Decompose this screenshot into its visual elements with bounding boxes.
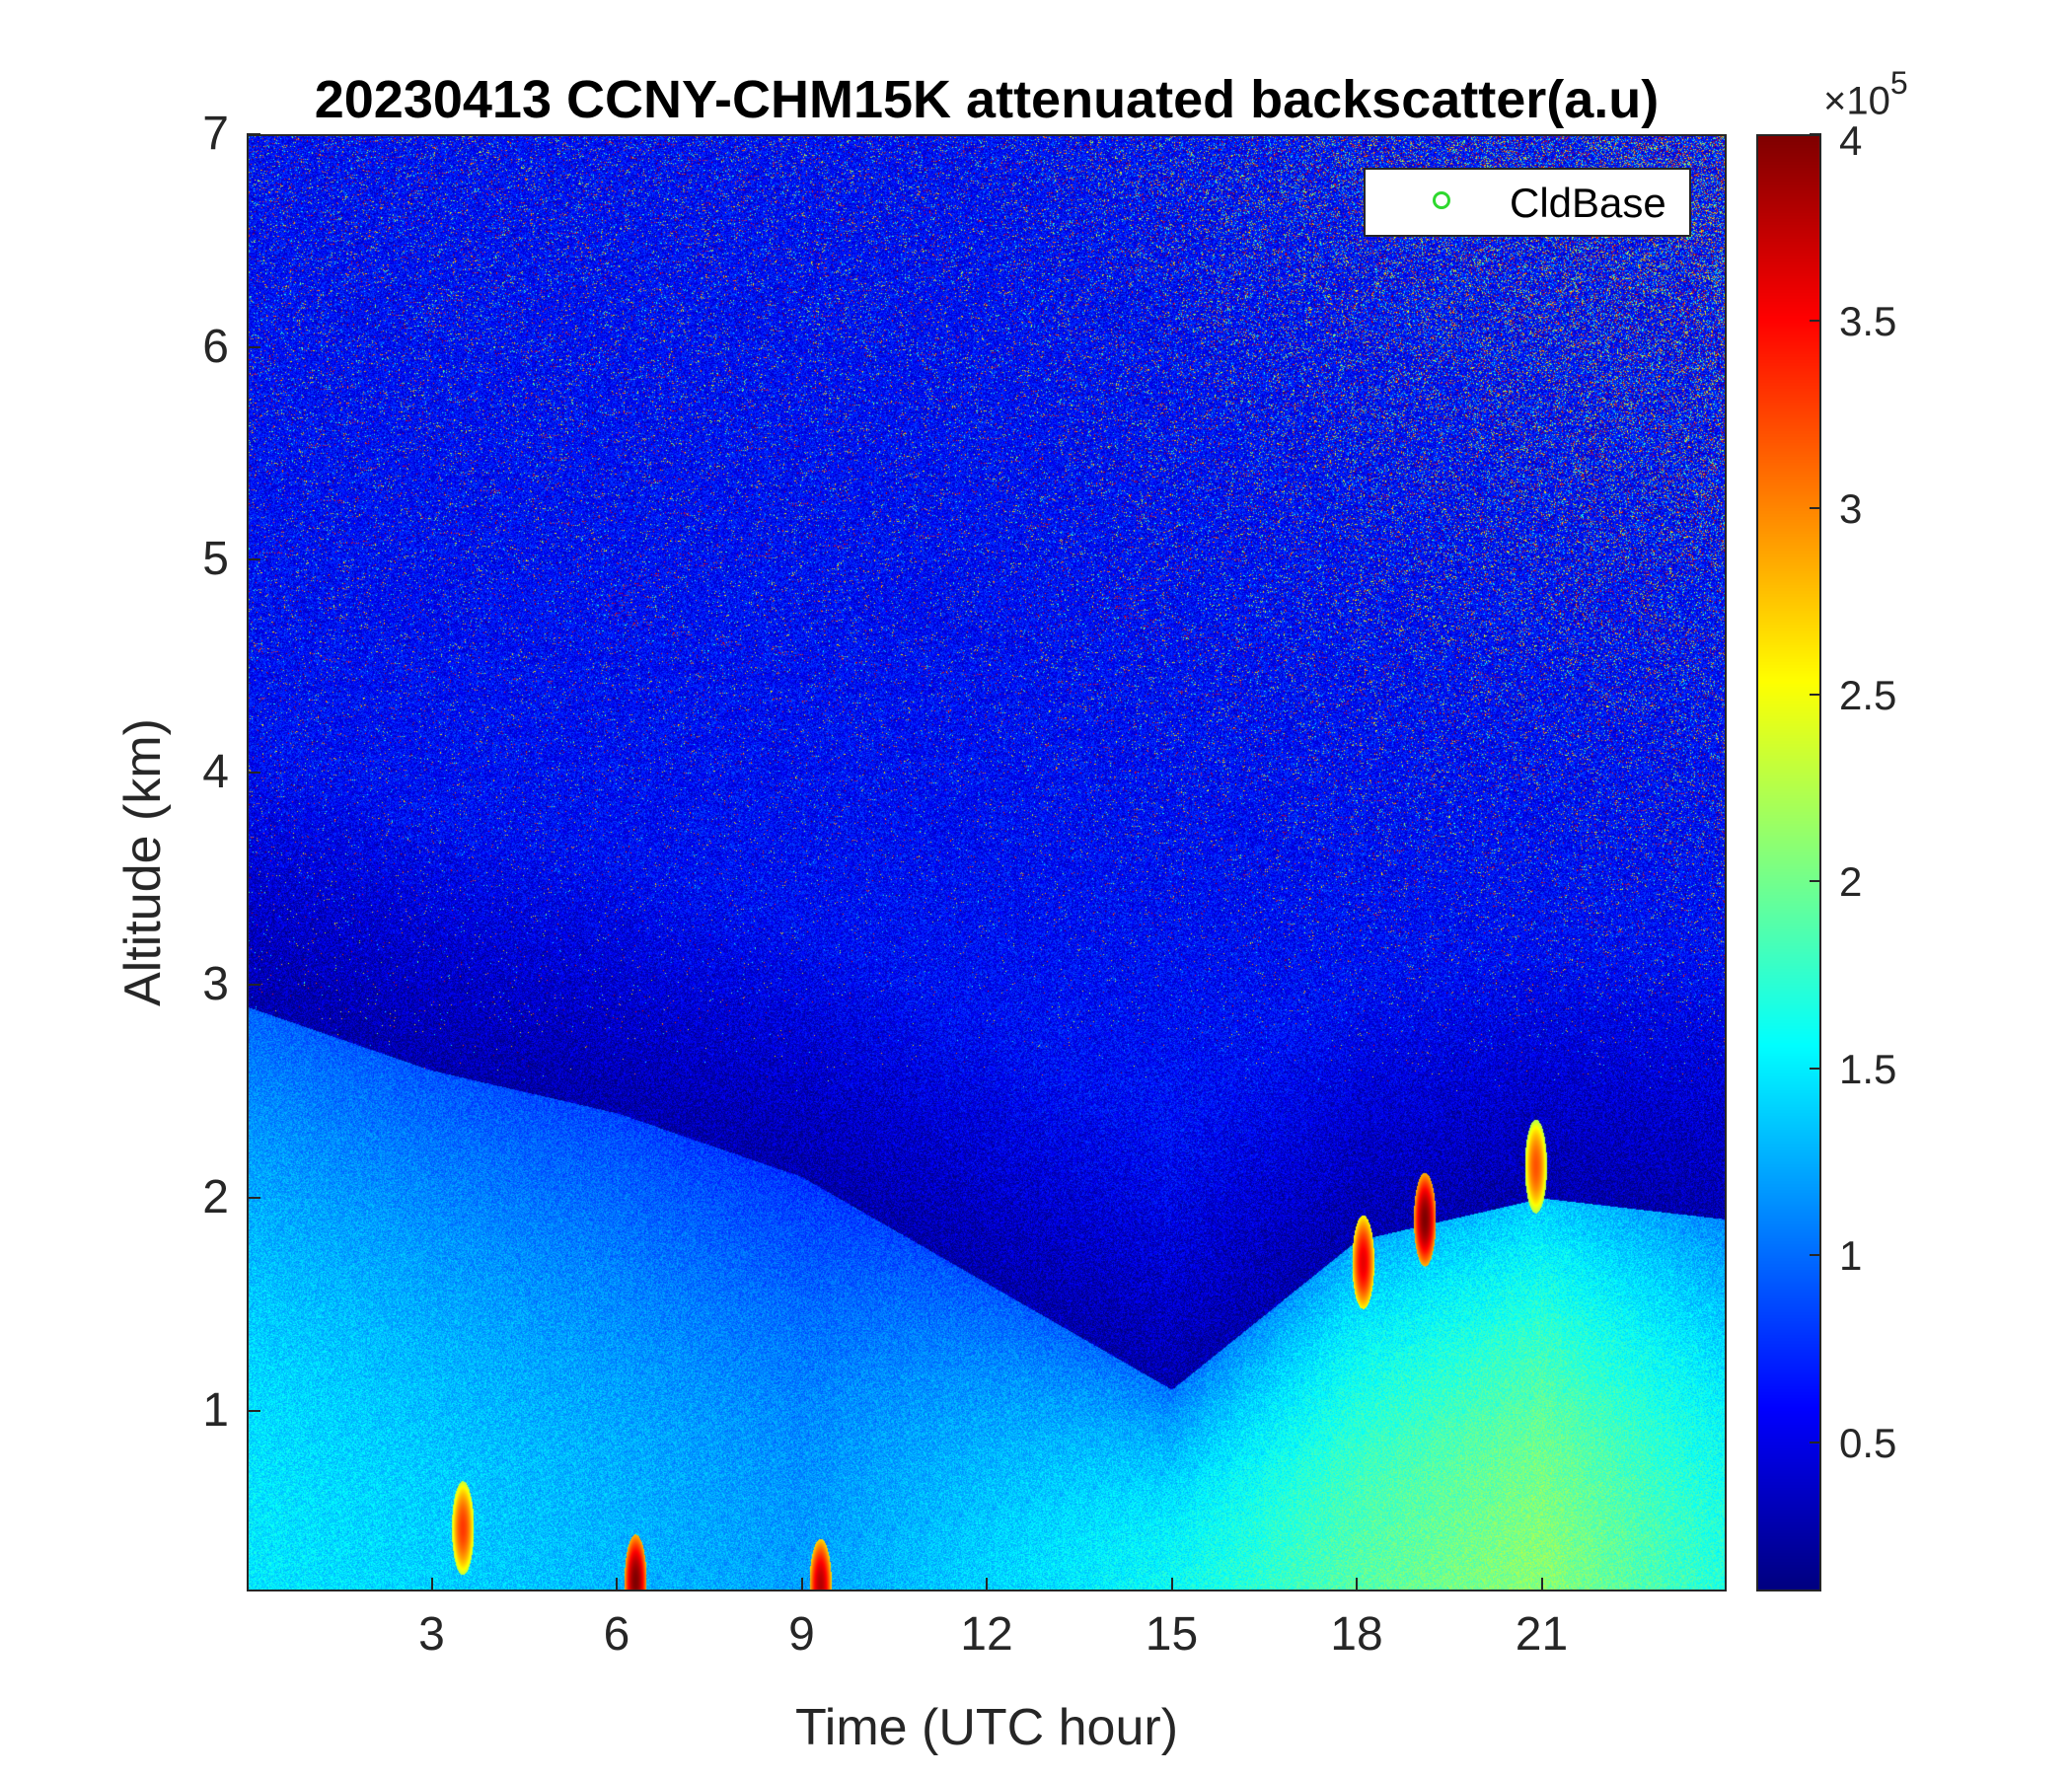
colorbar-tick-mark	[1810, 133, 1821, 135]
x-tick-mark	[430, 1578, 433, 1591]
y-tick-label: 1	[202, 1383, 229, 1437]
chart-title: 20230413 CCNY-CHM15K attenuated backscat…	[314, 70, 1660, 129]
x-tick-label: 9	[788, 1608, 815, 1661]
x-tick-label: 18	[1330, 1608, 1383, 1661]
colorbar-tick-mark	[1810, 506, 1821, 509]
x-tick-mark	[1170, 1578, 1173, 1591]
y-axis-label: Altitude (km)	[114, 718, 172, 1006]
colorbar-tick-mark	[1810, 1441, 1821, 1443]
colorbar-tick-label: 4	[1839, 117, 1863, 164]
colorbar-tick-label: 1.5	[1839, 1045, 1897, 1092]
y-tick-label: 4	[202, 745, 229, 798]
colorbar-tick-label: 3	[1839, 484, 1863, 532]
x-tick-label: 12	[960, 1608, 1013, 1661]
y-tick-mark	[247, 133, 260, 135]
x-tick-label: 6	[603, 1608, 630, 1661]
x-tick-mark	[1356, 1578, 1358, 1591]
colorbar-tick-mark	[1810, 1254, 1821, 1257]
legend-marker-cldbase	[1433, 191, 1450, 209]
x-tick-label: 3	[418, 1608, 445, 1661]
colorbar-multiplier: ×105	[1823, 67, 1908, 123]
y-tick-label: 2	[202, 1171, 229, 1224]
colorbar-multiplier-prefix: ×10	[1823, 79, 1890, 123]
colorbar-tick-mark	[1810, 694, 1821, 697]
colorbar-tick-label: 0.5	[1839, 1419, 1897, 1466]
legend-label-cldbase: CldBase	[1510, 180, 1666, 226]
y-tick-mark	[247, 345, 260, 348]
y-tick-label: 3	[202, 958, 229, 1011]
y-tick-label: 7	[202, 108, 229, 160]
y-tick-label: 6	[202, 320, 229, 373]
x-tick-mark	[1540, 1578, 1543, 1591]
colorbar-multiplier-exponent: 5	[1889, 65, 1908, 101]
y-tick-mark	[247, 1197, 260, 1200]
x-tick-mark	[986, 1578, 988, 1591]
plot-area	[247, 134, 1727, 1591]
x-tick-mark	[800, 1578, 803, 1591]
y-tick-label: 5	[202, 533, 229, 586]
legend: CldBase	[1364, 168, 1691, 237]
colorbar-tick-mark	[1810, 320, 1821, 323]
y-tick-mark	[247, 558, 260, 561]
x-tick-label: 21	[1515, 1608, 1569, 1661]
colorbar-tick-label: 2	[1839, 858, 1863, 906]
y-tick-mark	[247, 1409, 260, 1412]
colorbar-tick-mark	[1810, 880, 1821, 883]
y-tick-mark	[247, 771, 260, 774]
colorbar-tick-label: 2.5	[1839, 672, 1897, 719]
colorbar-tick-label: 3.5	[1839, 298, 1897, 345]
backscatter-heatmap	[247, 134, 1727, 1591]
colorbar-tick-mark	[1810, 1067, 1821, 1070]
x-axis-label: Time (UTC hour)	[794, 1699, 1179, 1756]
x-tick-mark	[616, 1578, 618, 1591]
x-tick-label: 15	[1145, 1608, 1199, 1661]
colorbar	[1756, 134, 1821, 1591]
y-tick-mark	[247, 984, 260, 987]
colorbar-tick-label: 1	[1839, 1232, 1863, 1280]
colorbar-gradient	[1758, 136, 1819, 1590]
